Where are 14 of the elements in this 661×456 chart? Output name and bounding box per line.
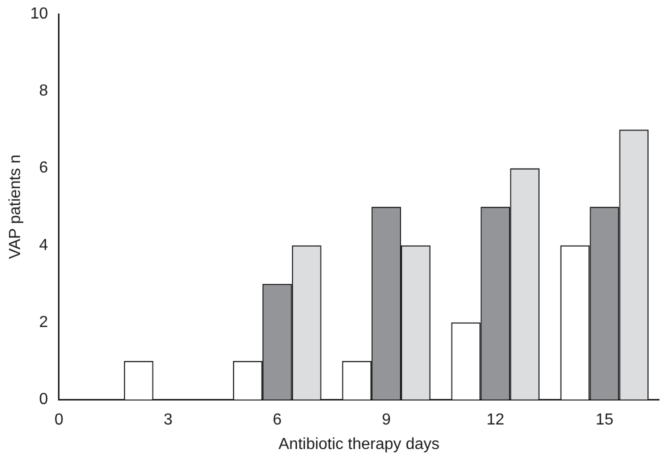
y-tick-label: 0 — [39, 391, 48, 408]
y-axis-title: VAP patients n — [7, 154, 24, 259]
x-axis-title: Antibiotic therapy days — [278, 436, 440, 453]
y-tick-label: 8 — [39, 82, 48, 100]
x-tick-label: 0 — [54, 412, 64, 429]
x-tick-label: 9 — [382, 412, 391, 429]
y-tick-label: 6 — [39, 160, 48, 177]
x-tick-label: 6 — [272, 412, 282, 429]
y-tick-label: 4 — [39, 236, 48, 254]
y-tick-label: 10 — [30, 5, 48, 22]
y-tick-label: 2 — [39, 314, 48, 331]
x-tick-label: 15 — [596, 412, 614, 429]
x-tick-label: 12 — [486, 412, 504, 429]
x-tick-label: 3 — [164, 412, 173, 429]
